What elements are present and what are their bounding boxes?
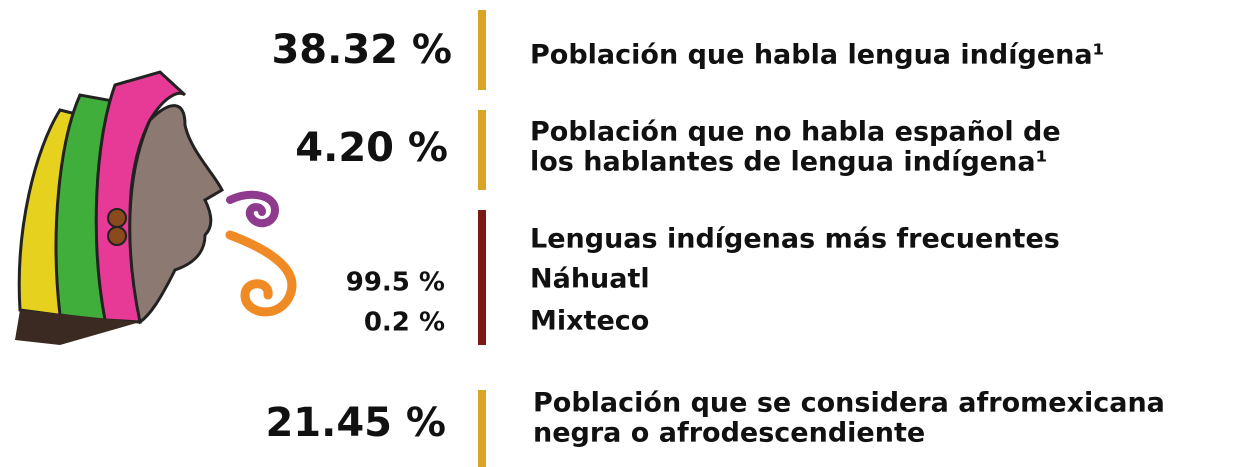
stat-value: 38.32 % bbox=[271, 27, 452, 73]
earring bbox=[107, 226, 127, 246]
stat-label: Población que se considera afromexicana bbox=[533, 388, 1165, 419]
stat-label: negra o afrodescendiente bbox=[533, 418, 925, 449]
stat-value: 21.45 % bbox=[265, 400, 446, 446]
stat-label: Población que habla lengua indígena¹ bbox=[530, 40, 1104, 71]
divider bbox=[478, 110, 486, 190]
stat-label: los hablantes de lengua indígena¹ bbox=[530, 147, 1047, 178]
divider bbox=[478, 390, 486, 467]
illustration bbox=[15, 70, 297, 345]
divider bbox=[478, 210, 486, 345]
earring bbox=[107, 208, 127, 228]
language-value: 99.5 % bbox=[346, 268, 445, 298]
stat-label: Población que no habla español de bbox=[530, 117, 1061, 148]
divider bbox=[478, 10, 486, 90]
languages-title: Lenguas indígenas más frecuentes bbox=[530, 224, 1060, 255]
stat-value: 4.20 % bbox=[295, 125, 448, 171]
face bbox=[128, 104, 224, 325]
language-value: 0.2 % bbox=[364, 308, 445, 338]
spiral-orange bbox=[225, 230, 297, 317]
neck bbox=[15, 310, 140, 345]
spiral-purple bbox=[226, 190, 280, 228]
language-name: Náhuatl bbox=[530, 264, 650, 295]
language-name: Mixteco bbox=[530, 306, 649, 337]
